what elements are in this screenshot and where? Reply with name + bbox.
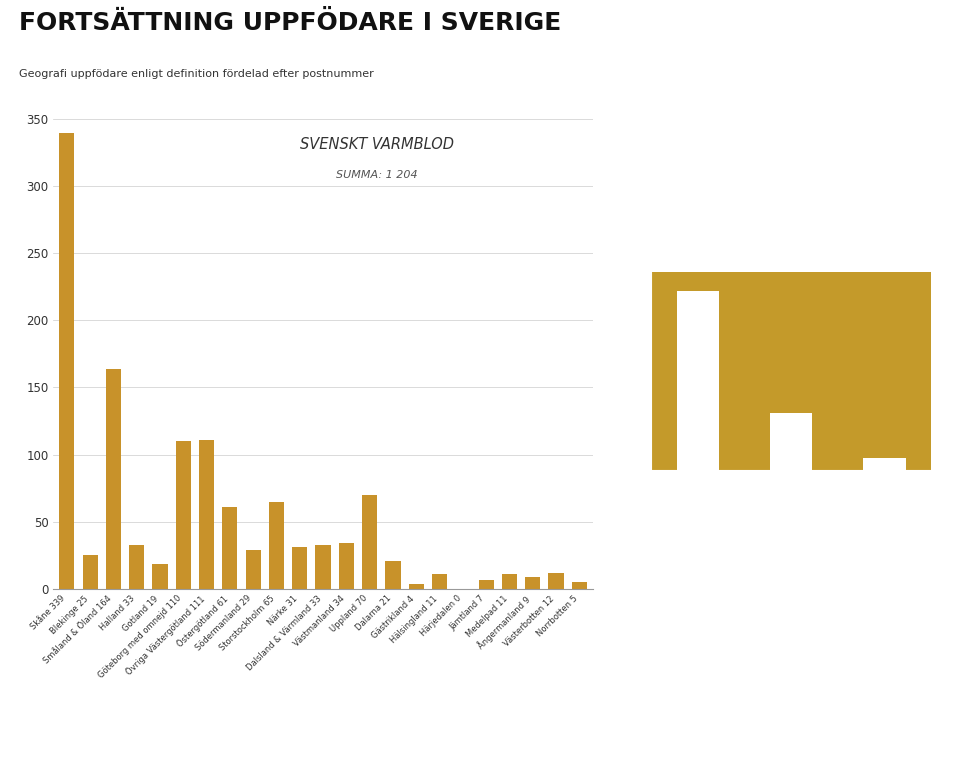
Bar [432,575,447,589]
Bar [316,545,330,589]
Text: fött upp minst ett föl under två av de: fött upp minst ett föl under två av de [646,63,831,76]
Bar [478,580,493,589]
Bar [199,440,214,589]
Text: ► HÄR BOR UPPFÖDARE: ► HÄR BOR UPPFÖDARE [646,226,804,239]
Bar [153,564,168,589]
Bar [246,550,261,589]
Bar [129,545,144,589]
Text: AV SVENSKT VARMBLOD: AV SVENSKT VARMBLOD [646,254,807,267]
Bar [362,495,377,589]
Bar [409,584,423,589]
Text: blod fördelas uppfödarna över landet på: blod fördelas uppfödarna över landet på [646,151,847,163]
Bar [548,573,564,589]
Bar [502,575,517,589]
Bar [60,133,74,589]
Bar [83,555,98,589]
Text: AVELSRAPPORT: AVELSRAPPORT [649,726,736,736]
Bar [176,441,191,589]
Text: postnummer. För rasen svenskt varm-: postnummer. För rasen svenskt varm- [646,122,835,132]
Bar [770,413,812,470]
Text: SUMMA: 1 204: SUMMA: 1 204 [336,171,418,181]
Bar [525,577,540,589]
Bar [339,543,354,589]
Bar [385,561,400,589]
Bar [292,548,307,589]
Text: 15: 15 [894,725,933,754]
Bar [106,369,121,589]
Bar [269,502,284,589]
Bar [223,507,237,589]
Text: Geografi uppfödare enligt definition fördelad efter postnummer: Geografi uppfödare enligt definition för… [19,69,374,79]
Text: FORTSÄTTNING UPPFÖDARE I SVERIGE: FORTSÄTTNING UPPFÖDARE I SVERIGE [19,11,562,35]
Text: tre åren 2010–2012 har lokaliserats via: tre åren 2010–2012 har lokaliserats via [646,93,842,103]
Bar [572,582,587,589]
Bar [677,291,719,470]
Bar [863,458,905,470]
Text: ✔ De definierade uppfödarna som har: ✔ De definierade uppfödarna som har [646,34,836,44]
Text: SVENSKT VARMBLOD: SVENSKT VARMBLOD [300,138,454,152]
Text: enligt följande:: enligt följande: [646,180,721,190]
